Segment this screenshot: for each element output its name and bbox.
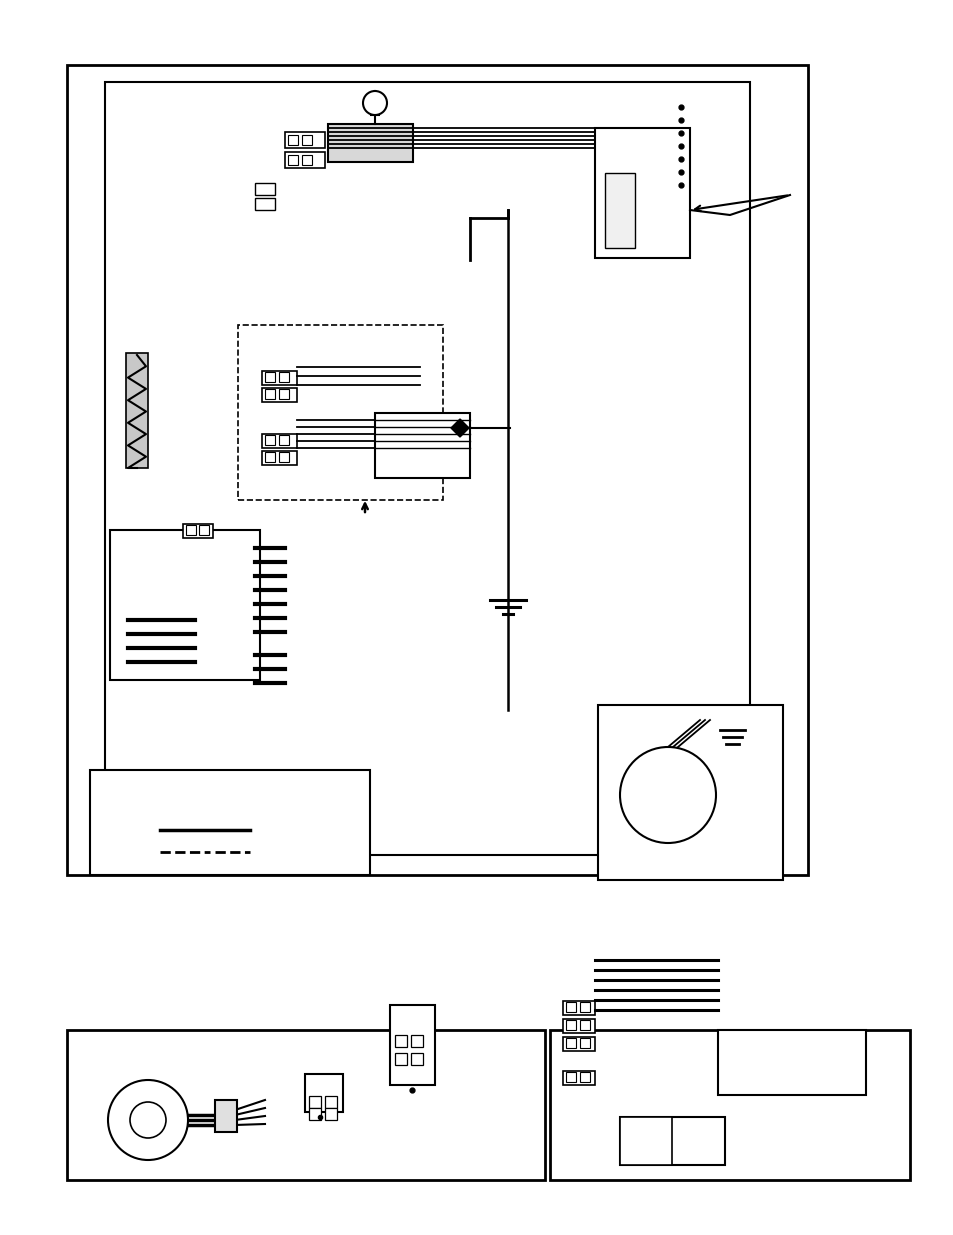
Bar — [265, 452, 274, 462]
Circle shape — [619, 747, 716, 844]
Bar — [395, 1035, 407, 1047]
Bar — [325, 1108, 336, 1120]
Bar — [579, 1072, 589, 1082]
Bar — [565, 1020, 576, 1030]
Bar — [90, 769, 370, 876]
Bar — [395, 1053, 407, 1065]
Circle shape — [108, 1079, 188, 1160]
Bar — [595, 128, 689, 258]
Bar — [309, 1108, 320, 1120]
Bar — [278, 435, 289, 445]
Bar — [285, 132, 325, 148]
Bar — [325, 1095, 336, 1108]
Bar — [305, 1074, 343, 1112]
Bar — [375, 412, 470, 478]
Bar — [579, 1020, 589, 1030]
Bar — [126, 353, 148, 468]
Bar — [254, 183, 274, 195]
Bar — [288, 156, 297, 165]
Bar — [265, 435, 274, 445]
Bar — [110, 530, 260, 680]
Bar — [562, 1071, 595, 1086]
Bar — [186, 525, 195, 535]
Bar — [328, 124, 413, 162]
Bar — [214, 1100, 236, 1132]
Bar — [309, 1095, 320, 1108]
Bar — [562, 1019, 595, 1032]
Bar — [390, 1005, 435, 1086]
Bar — [579, 1037, 589, 1049]
Bar — [262, 388, 296, 403]
Bar — [105, 82, 749, 855]
Circle shape — [130, 1102, 166, 1137]
Bar — [718, 1030, 865, 1095]
Bar — [565, 1037, 576, 1049]
Bar — [265, 372, 274, 382]
Bar — [562, 1037, 595, 1051]
Bar — [579, 1002, 589, 1011]
Bar — [278, 452, 289, 462]
Bar — [411, 1035, 422, 1047]
Bar — [302, 156, 312, 165]
Bar — [619, 1116, 671, 1165]
Bar — [565, 1002, 576, 1011]
Bar — [262, 370, 296, 385]
Bar — [562, 1002, 595, 1015]
Bar — [604, 173, 635, 248]
Bar — [67, 65, 807, 876]
Polygon shape — [451, 419, 469, 437]
Bar — [265, 389, 274, 399]
Bar — [183, 524, 213, 538]
Bar — [254, 198, 274, 210]
Bar — [199, 525, 209, 535]
Bar — [67, 1030, 544, 1179]
Bar — [285, 152, 325, 168]
Bar — [262, 451, 296, 466]
Bar — [237, 325, 442, 500]
Circle shape — [363, 91, 387, 115]
Bar — [278, 389, 289, 399]
Bar — [411, 1053, 422, 1065]
Bar — [565, 1072, 576, 1082]
Bar — [262, 433, 296, 448]
Bar — [598, 705, 782, 881]
Bar — [288, 135, 297, 144]
Bar — [278, 372, 289, 382]
Bar — [619, 1116, 724, 1165]
Bar — [302, 135, 312, 144]
Bar — [550, 1030, 909, 1179]
